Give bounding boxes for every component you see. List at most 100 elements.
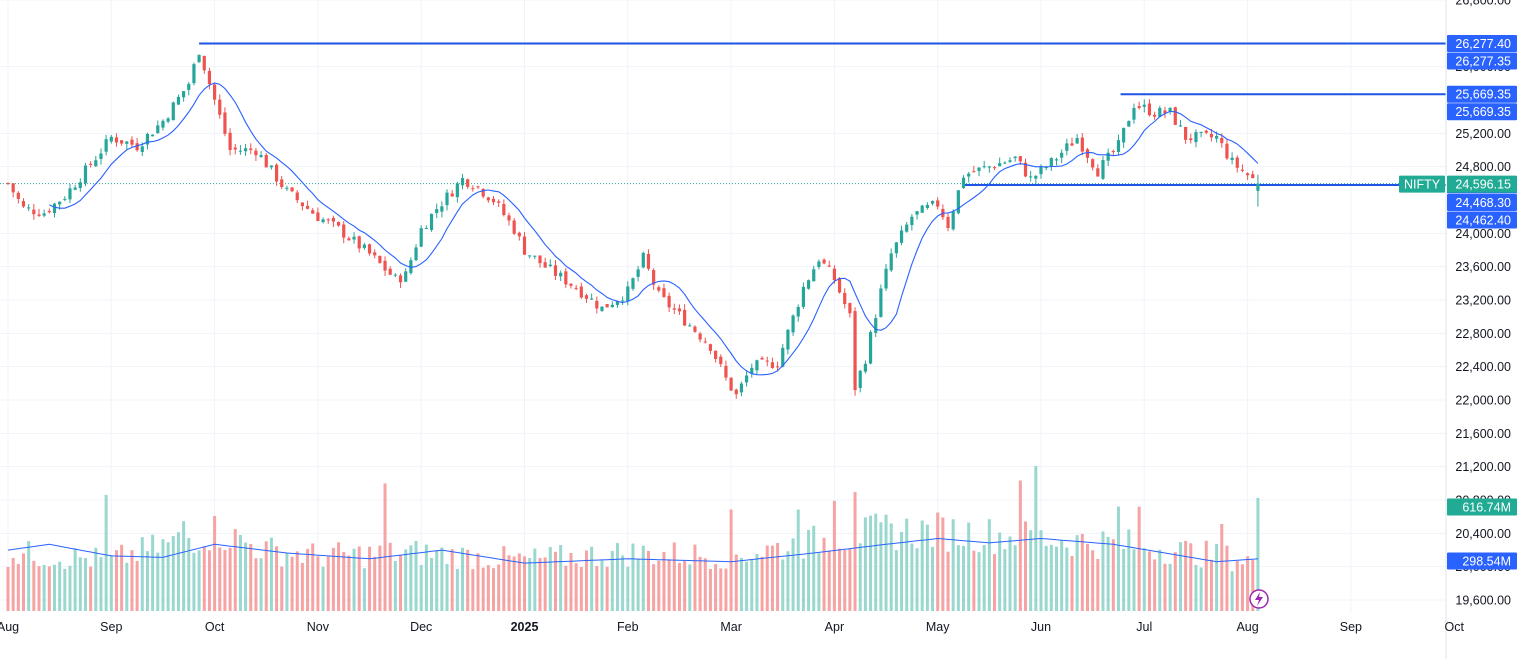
candle	[1029, 170, 1033, 182]
candle	[1003, 161, 1007, 164]
svg-text:616.74M: 616.74M	[1462, 501, 1511, 515]
volume-bar	[99, 557, 103, 611]
candle	[388, 266, 392, 276]
time-axis[interactable]: Aug Sep Oct Nov Dec 2025 Feb Mar Apr May Jun Jul Aug…	[0, 620, 1464, 634]
price-tick-label: 22,000.00	[1455, 394, 1511, 408]
volume-bar	[1178, 542, 1182, 611]
candle	[1106, 148, 1110, 167]
candle	[1049, 157, 1053, 171]
volume-bar	[11, 557, 15, 611]
candle	[223, 107, 227, 137]
candle	[1008, 157, 1012, 163]
horizontal-level-lines[interactable]	[0, 42, 1446, 187]
volume-bar	[32, 560, 36, 611]
volume-bar	[956, 545, 960, 611]
candle	[1060, 149, 1064, 164]
candle	[657, 285, 661, 293]
candle	[16, 191, 20, 204]
price-tick-label: 26,800.00	[1455, 0, 1511, 8]
time-tick-label: 2025	[511, 620, 539, 634]
volume-bar	[1024, 521, 1028, 611]
volume-bar	[579, 566, 583, 611]
volume-bar	[982, 545, 986, 611]
candle	[331, 215, 335, 228]
volume-bar	[574, 563, 578, 611]
volume-bar	[1246, 556, 1250, 611]
candle	[466, 178, 470, 189]
candle	[517, 231, 521, 241]
candle	[1137, 101, 1141, 110]
candle	[744, 370, 749, 387]
candle	[982, 160, 986, 169]
volume-bar	[636, 558, 640, 611]
candle	[672, 303, 676, 315]
time-tick-label: Oct	[205, 620, 225, 634]
candle	[889, 248, 893, 273]
volume-bar	[827, 550, 831, 611]
volume-bar	[1070, 555, 1074, 611]
candle	[848, 302, 852, 318]
volume-bar	[461, 547, 465, 611]
candle	[21, 198, 26, 208]
price-line-label: 26,277.40	[1447, 35, 1517, 53]
volume-bar	[1240, 564, 1244, 611]
time-tick-label: Apr	[825, 620, 844, 634]
volume-bar	[6, 566, 10, 611]
candle	[249, 143, 253, 155]
volume-bar	[476, 553, 480, 611]
candle	[1194, 129, 1198, 148]
price-line-label: 25,669.35	[1447, 85, 1517, 103]
candle	[1116, 134, 1121, 156]
lightning-icon[interactable]	[1249, 589, 1269, 609]
candle	[590, 293, 594, 300]
candle	[269, 165, 274, 170]
volume-bar	[662, 551, 666, 611]
candle	[300, 202, 305, 211]
price-line-label: 26,277.35	[1447, 52, 1517, 70]
volume-bar	[967, 522, 971, 611]
volume-bar	[455, 568, 459, 611]
candle	[176, 94, 181, 106]
candle	[238, 145, 243, 155]
candle	[734, 388, 738, 399]
candle	[424, 225, 428, 230]
volume-bar	[300, 562, 304, 611]
volume-bar	[739, 557, 743, 611]
candle	[295, 190, 299, 204]
volume-bar	[1147, 551, 1151, 611]
volume-bar	[931, 546, 935, 611]
candle	[714, 350, 718, 363]
candle	[512, 218, 516, 236]
candle	[584, 293, 589, 304]
volume-bar	[52, 564, 56, 611]
candle	[409, 257, 413, 275]
volume-bar	[223, 549, 227, 611]
candle	[233, 143, 237, 155]
volume-bar	[497, 564, 501, 611]
volume-bar	[1075, 535, 1079, 611]
candle	[130, 136, 134, 148]
volume-bar	[894, 550, 898, 611]
volume-bar	[879, 522, 883, 611]
time-tick-label: Mar	[720, 620, 742, 634]
candle	[347, 236, 351, 242]
price-moving-average	[49, 82, 1259, 376]
volume-bar	[693, 544, 697, 611]
volume-bar	[1049, 544, 1053, 611]
candle	[781, 343, 785, 368]
candle	[843, 288, 847, 309]
volume-bar	[817, 553, 821, 611]
candle	[615, 300, 620, 308]
candle	[497, 199, 501, 208]
volume-bar	[765, 545, 769, 611]
volume-bar	[760, 556, 764, 611]
volume-bar	[135, 561, 139, 611]
candle	[455, 181, 459, 203]
volume-bar	[89, 566, 93, 611]
volume-bar	[450, 549, 454, 611]
candle	[316, 207, 320, 222]
volume-bar	[145, 551, 149, 611]
volume-bar	[1091, 550, 1095, 611]
